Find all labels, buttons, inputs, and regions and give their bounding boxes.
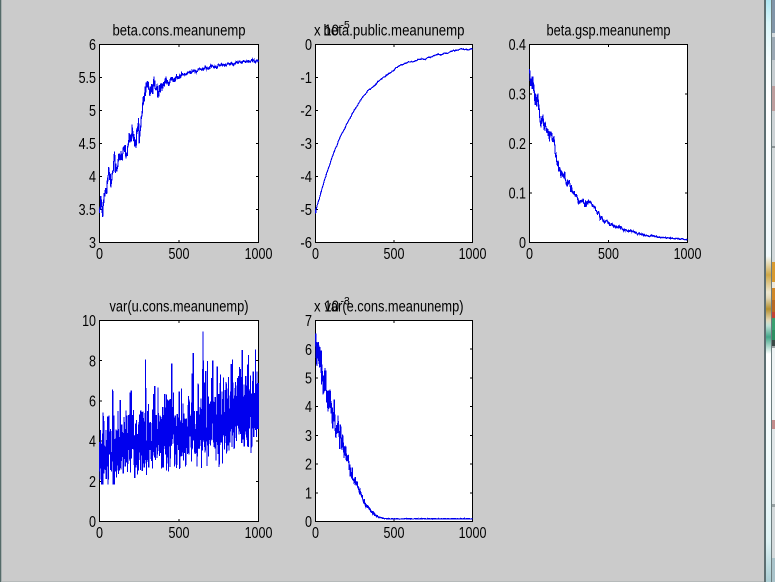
- svg-text:0.1: 0.1: [509, 186, 526, 203]
- svg-text:beta.public.meanunemp: beta.public.meanunemp: [324, 23, 465, 40]
- svg-text:4.5: 4.5: [79, 136, 96, 153]
- svg-text:beta.cons.meanunemp: beta.cons.meanunemp: [113, 23, 246, 40]
- svg-text:-6: -6: [300, 235, 312, 252]
- svg-text:0: 0: [96, 246, 103, 263]
- svg-text:3: 3: [305, 428, 312, 445]
- svg-text:0.3: 0.3: [509, 87, 526, 104]
- svg-text:6: 6: [89, 37, 96, 54]
- svg-text:0: 0: [305, 514, 312, 531]
- svg-text:500: 500: [169, 525, 190, 542]
- svg-text:0: 0: [519, 235, 526, 252]
- svg-text:0: 0: [312, 525, 319, 542]
- svg-text:4: 4: [305, 399, 312, 416]
- svg-text:-4: -4: [300, 169, 312, 186]
- svg-text:-3: -3: [341, 296, 350, 308]
- svg-text:10: 10: [82, 313, 96, 330]
- svg-text:1000: 1000: [459, 246, 487, 263]
- svg-text:1000: 1000: [674, 246, 702, 263]
- svg-text:beta.gsp.meanunemp: beta.gsp.meanunemp: [547, 23, 671, 40]
- svg-text:0.2: 0.2: [509, 136, 526, 153]
- svg-text:-5: -5: [300, 202, 312, 219]
- svg-text:1000: 1000: [459, 525, 487, 542]
- svg-text:3: 3: [89, 235, 96, 252]
- svg-text:6: 6: [89, 394, 96, 411]
- svg-text:-5: -5: [341, 20, 350, 32]
- svg-text:5: 5: [305, 371, 312, 388]
- svg-text:7: 7: [305, 313, 312, 330]
- svg-text:500: 500: [598, 246, 619, 263]
- svg-text:-2: -2: [300, 103, 312, 120]
- svg-text:4: 4: [89, 169, 96, 186]
- svg-text:1: 1: [305, 485, 312, 502]
- svg-text:0: 0: [89, 514, 96, 531]
- svg-text:6: 6: [305, 342, 312, 359]
- svg-text:-3: -3: [300, 136, 312, 153]
- svg-text:1000: 1000: [245, 525, 273, 542]
- svg-text:x 10: x 10: [314, 299, 339, 316]
- svg-text:0: 0: [96, 525, 103, 542]
- svg-text:3.5: 3.5: [79, 202, 96, 219]
- svg-text:var(u.cons.meanunemp): var(u.cons.meanunemp): [110, 299, 249, 316]
- svg-text:x 10: x 10: [314, 23, 339, 40]
- svg-text:-1: -1: [300, 70, 312, 87]
- svg-text:500: 500: [384, 246, 405, 263]
- svg-text:0: 0: [305, 37, 312, 54]
- svg-text:5.5: 5.5: [79, 70, 96, 87]
- svg-text:500: 500: [169, 246, 190, 263]
- svg-text:2: 2: [305, 457, 312, 474]
- svg-text:var(e.cons.meanunemp): var(e.cons.meanunemp): [325, 299, 464, 316]
- svg-text:2: 2: [89, 474, 96, 491]
- svg-text:500: 500: [384, 525, 405, 542]
- svg-text:0: 0: [312, 246, 319, 263]
- svg-text:1000: 1000: [245, 246, 273, 263]
- svg-text:5: 5: [89, 103, 96, 120]
- svg-text:0: 0: [526, 246, 533, 263]
- svg-text:8: 8: [89, 353, 96, 370]
- svg-text:4: 4: [89, 434, 96, 451]
- svg-text:0.4: 0.4: [509, 37, 527, 54]
